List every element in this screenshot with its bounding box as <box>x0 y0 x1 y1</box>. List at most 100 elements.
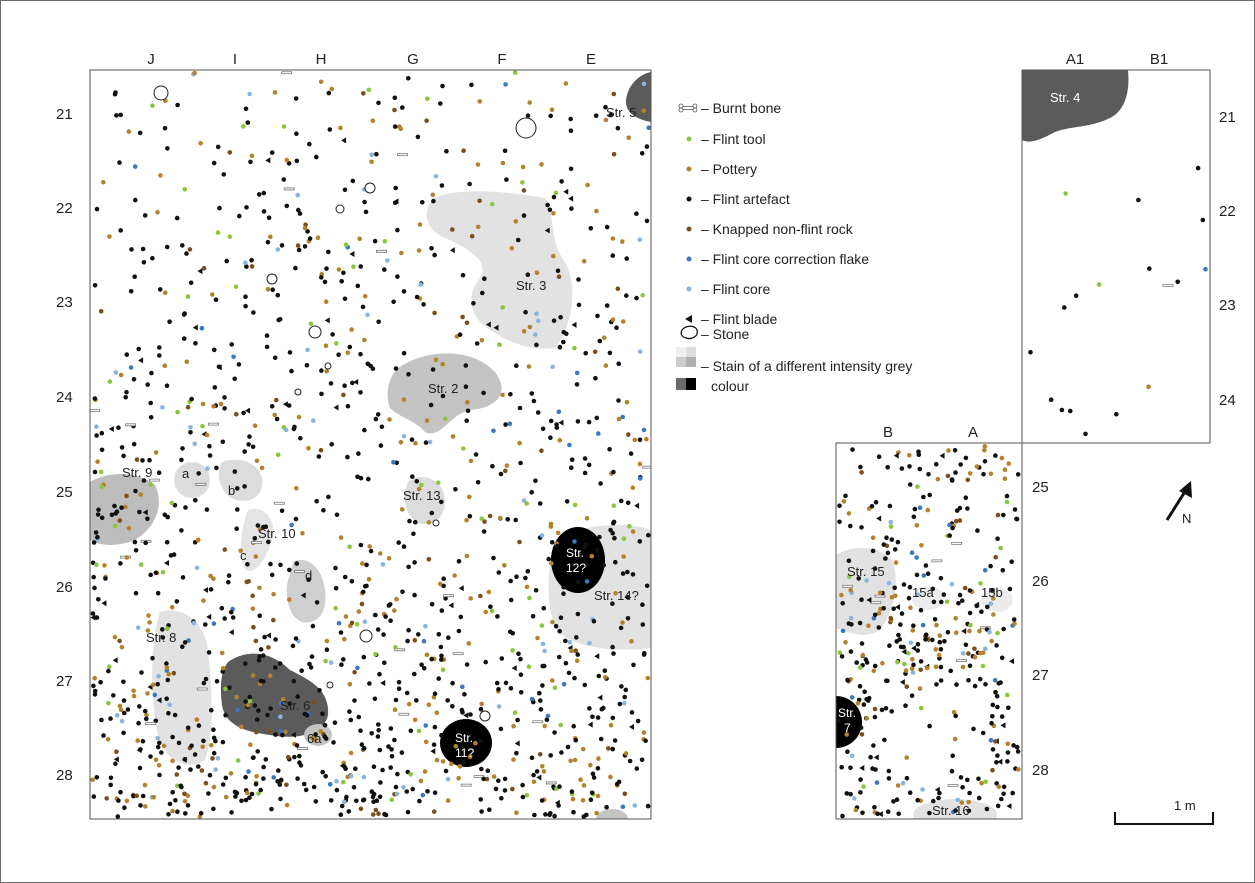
flint-artefact-point <box>508 686 514 691</box>
flint-artefact-point <box>947 533 952 538</box>
pottery-point <box>259 465 265 471</box>
flint-artefact-point <box>203 622 208 627</box>
label-a: a <box>182 466 190 481</box>
flint-artefact-point <box>588 226 594 231</box>
flint-core-point <box>369 152 375 158</box>
pottery-point <box>925 507 931 513</box>
flint-artefact-point <box>243 699 248 704</box>
flint-blade-icon <box>300 592 306 599</box>
flint-artefact-point <box>439 183 445 188</box>
flint-artefact-point <box>976 795 982 801</box>
pottery-point <box>345 350 351 356</box>
flint-artefact-point <box>294 158 300 164</box>
pottery-point <box>440 361 446 367</box>
flint-artefact-point <box>859 641 865 646</box>
flint-artefact-point <box>362 199 367 205</box>
flint-tool-point <box>436 480 441 486</box>
flint-artefact-point <box>245 120 251 125</box>
pottery-point <box>934 622 939 628</box>
pottery-point <box>972 654 978 660</box>
flint-artefact-point <box>125 707 131 712</box>
flint-artefact-point <box>498 726 504 732</box>
pottery-point <box>434 710 440 715</box>
column-label: J <box>147 51 155 68</box>
flint-artefact-point <box>148 572 153 578</box>
flint-tool-point <box>995 630 1000 636</box>
flint-artefact-point <box>149 370 154 376</box>
flint-artefact-point <box>395 771 400 777</box>
flint-artefact-point <box>462 692 467 697</box>
legend-label: – Flint tool <box>701 131 766 147</box>
core-correction-point <box>327 782 333 787</box>
flint-tool-point <box>215 230 221 235</box>
flint-artefact-point <box>523 575 528 581</box>
flint-artefact-point <box>612 738 618 743</box>
flint-core-point <box>534 311 539 317</box>
flint-artefact-point <box>94 433 99 438</box>
stain-d <box>286 559 326 623</box>
knapped-rock-point <box>993 739 998 744</box>
label-str-2: Str. 2 <box>428 381 458 396</box>
flint-artefact-point <box>545 202 550 208</box>
flint-artefact-point <box>934 682 939 687</box>
flint-artefact-point <box>148 754 153 759</box>
flint-artefact-point <box>548 113 553 119</box>
flint-artefact-point <box>634 211 639 216</box>
flint-blade-icon <box>458 585 464 592</box>
flint-blade-icon <box>493 324 499 331</box>
flint-artefact-point <box>1062 305 1067 310</box>
flint-artefact-point <box>118 789 123 795</box>
flint-artefact-point <box>376 100 381 106</box>
flint-artefact-point <box>432 252 437 258</box>
pottery-point <box>362 294 368 299</box>
panel-a1-b1: Str. 4 A1 B1 21 22 23 24 <box>1021 51 1236 444</box>
pottery-point <box>620 319 626 324</box>
pottery-point <box>238 548 243 554</box>
flint-artefact-point <box>247 434 252 439</box>
flint-tool-point <box>233 284 239 290</box>
flint-artefact-point <box>439 733 444 738</box>
flint-artefact-point <box>378 780 383 785</box>
pottery-point <box>315 235 321 240</box>
label-str-16: Str. 16 <box>932 803 970 818</box>
flint-artefact-point <box>192 752 198 757</box>
pottery-point <box>846 511 852 516</box>
flint-blade-icon <box>1009 658 1015 665</box>
pottery-point <box>982 448 987 453</box>
flint-artefact-point <box>180 644 185 649</box>
flint-core-point <box>567 639 572 645</box>
core-correction-point <box>572 539 577 544</box>
pottery-point <box>324 638 330 644</box>
flint-artefact-point <box>598 481 603 486</box>
flint-artefact-point <box>291 678 297 684</box>
flint-artefact-point <box>624 293 629 298</box>
legend-flint-tool: – Flint tool <box>686 131 766 147</box>
pottery-point <box>102 563 107 568</box>
pottery-point <box>937 633 943 638</box>
flint-tool-point <box>510 648 515 653</box>
flint-artefact-point <box>138 803 143 808</box>
flint-core-point <box>247 91 252 97</box>
pottery-point <box>978 650 983 656</box>
flint-artefact-point <box>1073 293 1079 299</box>
flint-artefact-point <box>894 797 900 802</box>
label-str-7: Str. <box>838 706 856 720</box>
flint-artefact-point <box>572 675 577 681</box>
pottery-point <box>413 440 418 446</box>
flint-artefact-point <box>541 605 547 611</box>
flint-artefact-point <box>309 654 315 659</box>
flint-artefact-point <box>287 567 292 573</box>
pottery-point <box>117 703 123 709</box>
flint-artefact-point <box>1059 407 1065 413</box>
flint-artefact-point <box>479 809 484 814</box>
flint-artefact-point <box>344 794 349 800</box>
flint-artefact-point <box>439 608 445 613</box>
flint-artefact-point <box>589 790 595 796</box>
flint-artefact-point <box>891 606 896 611</box>
flint-artefact-point <box>90 560 96 566</box>
pottery-point <box>843 640 848 645</box>
flint-artefact-point <box>917 466 923 472</box>
pottery-point <box>211 404 216 409</box>
flint-artefact-point <box>923 632 929 638</box>
burnt-bone-icon <box>297 747 309 750</box>
